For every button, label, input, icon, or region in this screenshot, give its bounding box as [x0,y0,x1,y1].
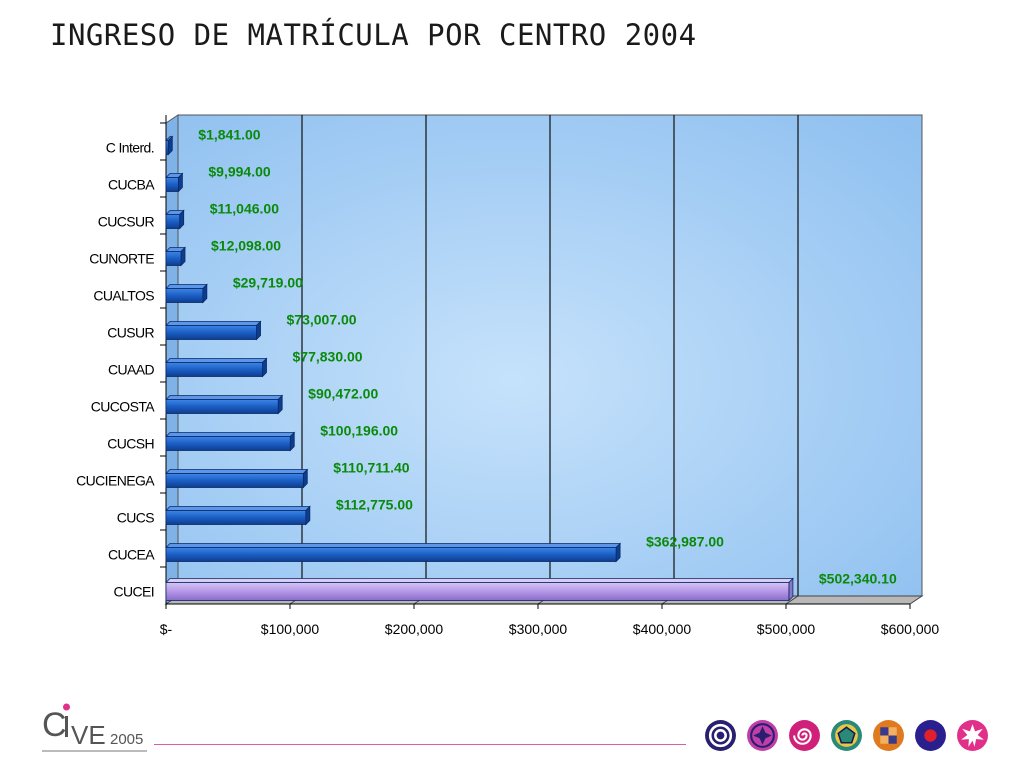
category-label: CUCEA [108,547,155,563]
data-label: $362,987.00 [646,534,724,550]
bar-front [165,582,790,601]
bar-c-interd- [165,135,174,156]
floor-gridline [785,595,799,605]
bar-cucsur [165,209,185,230]
data-label: $90,472.00 [308,386,378,402]
category-label: CUCOSTA [91,399,155,415]
checker-icon [873,720,904,751]
star-burst-icon [957,720,988,751]
category-label: CUCBA [108,177,155,193]
bar-top [165,543,622,548]
category-label: CUSUR [107,325,154,341]
x-tick-label: $- [160,621,173,637]
bar-cualtos [165,283,208,304]
footer-divider [154,744,686,745]
bar-front [165,177,179,192]
bar-front [165,547,617,562]
bar-front [165,473,304,488]
bar-top [165,321,262,326]
bar-top [165,284,208,289]
axes: $- $100,000 $200,000 $300,000 $400,000 $500,0… [160,115,940,637]
bar-chart: $- $100,000 $200,000 $300,000 $400,000 $500,0… [76,114,940,637]
data-label: $11,046.00 [210,201,280,217]
bar-front [165,510,307,525]
bar-cucei [165,577,794,602]
data-label: $77,830.00 [293,349,363,365]
data-label: $100,196.00 [320,423,398,439]
labels: C Interd. $1,841.00 CUCBA $9,994.00 CUCSUR $1… [76,127,897,600]
red-dot-icon [915,720,946,751]
category-label: CUALTOS [93,288,154,304]
data-label: $110,711.40 [333,460,410,476]
bar-front [165,288,204,303]
bar-front [165,399,279,414]
bar-end [788,577,794,602]
data-label: $73,007.00 [287,312,357,328]
cive-logo: C VE 2005 [42,703,147,752]
x-tick-label: $400,000 [633,621,692,637]
data-label: $12,098.00 [211,238,281,254]
category-label: CUCSUR [98,214,155,230]
bar-front [165,325,257,340]
data-label: $502,340.10 [819,571,897,587]
bar-cucsh [165,431,296,452]
data-label: $112,775.00 [336,497,413,513]
footer-icons [704,719,989,753]
bar-cucienega [165,468,309,489]
bar-cuaad [165,357,268,378]
bar-cunorte [165,246,186,267]
bar-cucba [165,172,184,193]
category-label: CUCS [117,510,155,526]
x-tick-label: $300,000 [509,621,568,637]
slide-title: INGRESO DE MATRÍCULA POR CENTRO 2004 [50,18,697,52]
bar-front [165,362,263,377]
spiral-target-icon [705,720,736,751]
bar-top [165,578,794,583]
data-label: $29,719.00 [233,275,303,291]
bars [165,135,794,602]
cross-diamond-icon [747,720,778,751]
bar-cucea [165,542,622,563]
bar-cucosta [165,394,284,415]
data-label: $9,994.00 [208,164,270,180]
bar-top [165,395,284,400]
data-label: $1,841.00 [198,127,260,143]
bar-front [165,140,169,155]
x-tick-label: $100,000 [261,621,320,637]
svg-text:2005: 2005 [110,731,143,748]
bar-front [165,251,182,266]
category-label: C Interd. [106,140,154,156]
category-label: CUAAD [108,362,154,378]
category-label: CUCEI [113,584,154,600]
x-tick-label: $500,000 [757,621,816,637]
swirl-icon [789,720,820,751]
category-label: CUCSH [107,436,154,452]
bar-top [165,358,268,363]
plot-area [164,114,924,605]
x-tick-label: $600,000 [881,621,940,637]
bar-cucs [165,505,311,526]
svg-text:VE: VE [71,720,106,750]
bar-top [165,432,296,437]
bar-top [165,506,311,511]
category-label: CUNORTE [89,251,154,267]
bar-front [165,436,291,451]
bar-cusur [165,320,262,341]
x-tick-label: $200,000 [385,621,444,637]
category-label: CUCIENEGA [76,473,155,489]
bar-front [165,214,181,229]
bar-top [165,469,309,474]
pentagon-icon [831,720,862,751]
svg-text:C: C [42,706,66,744]
